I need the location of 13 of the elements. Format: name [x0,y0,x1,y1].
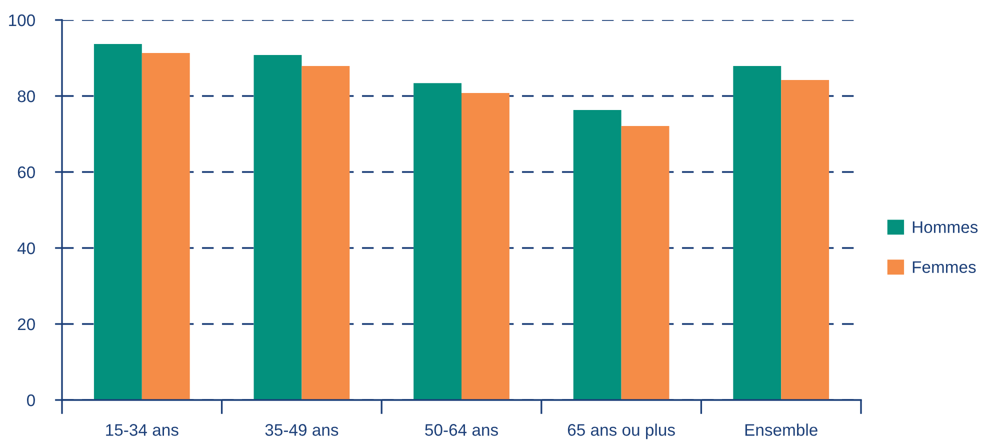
x-tick-label: 15-34 ans [106,424,178,436]
y-tick-label: 40 [17,242,35,254]
legend-label: Hommes [912,221,978,234]
x-tick-label: 50-64 ans [425,424,498,436]
legend-label: Femmes [912,261,976,273]
y-tick-label: 80 [18,90,35,102]
y-tick-label: 60 [18,166,35,178]
x-tick-label: 65 ans ou plus [568,424,675,440]
y-tick-label: 100 [9,14,35,26]
x-tick-label: Ensemble [745,424,818,436]
x-tick-label: 35-49 ans [265,424,338,436]
y-tick-label: 20 [18,318,35,330]
y-tick-label: 0 [26,394,35,406]
